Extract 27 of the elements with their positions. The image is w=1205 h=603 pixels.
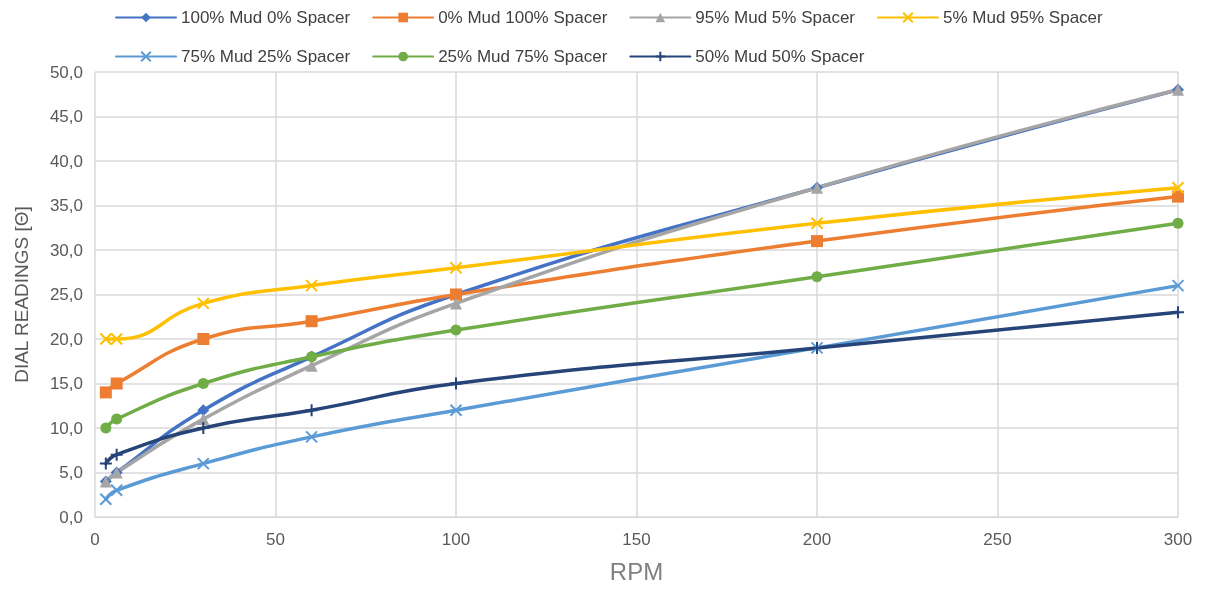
x-axis-title: RPM [609,557,664,585]
y-tick-label: 25,0 [49,285,83,304]
y-tick-label: 30,0 [49,240,83,260]
legend-label: 5% Mud 95% Spacer [943,8,1104,27]
y-tick-label: 45,0 [49,107,83,126]
y-tick-label: 20,0 [49,329,83,349]
legend-label: 0% Mud 100% Spacer [438,8,608,27]
x-tick-label: 50 [266,530,285,549]
legend-label: 50% Mud 50% Spacer [695,47,865,66]
legend-label: 95% Mud 5% Spacer [695,8,856,27]
y-tick-label: 10,0 [49,418,83,438]
y-tick-label: 15,0 [49,374,83,393]
y-axis-title: DIAL READINGS [Θ] [11,206,32,383]
y-tick-label: 0,0 [59,507,83,527]
y-tick-label: 5,0 [59,463,83,482]
x-tick-label: 300 [1163,530,1193,549]
x-tick-label: 0 [90,530,100,549]
x-tick-label: 150 [622,530,651,549]
x-tick-label: 250 [983,530,1012,549]
legend-label: 25% Mud 75% Spacer [438,47,608,66]
legend-label: 75% Mud 25% Spacer [181,47,351,66]
x-tick-label: 200 [802,530,832,549]
y-tick-label: 40,0 [49,151,83,171]
x-tick-label: 100 [441,530,471,549]
y-tick-label: 50,0 [49,62,83,82]
y-tick-label: 35,0 [49,196,83,215]
legend-label: 100% Mud 0% Spacer [181,8,351,27]
